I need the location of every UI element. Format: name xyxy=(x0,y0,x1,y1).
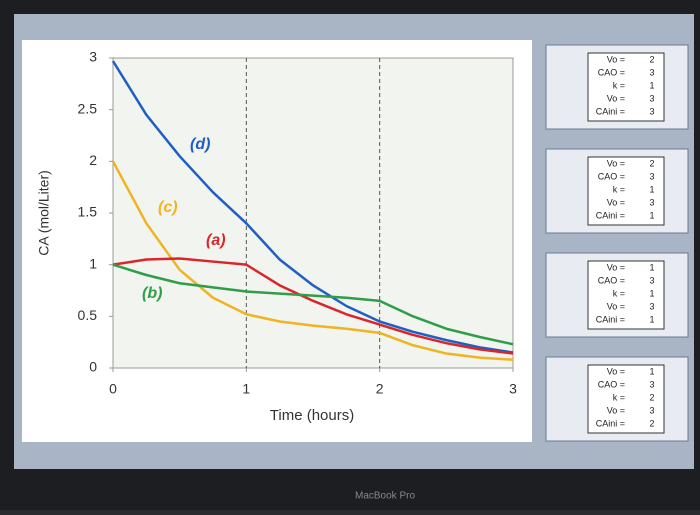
y-tick-label: 0 xyxy=(89,359,97,375)
param-value: 2 xyxy=(649,158,654,168)
param-label: Vo = xyxy=(607,366,625,376)
series-line xyxy=(111,160,514,361)
param-value: 2 xyxy=(649,392,654,402)
y-axis-label: CA (mol/Liter) xyxy=(36,170,52,256)
param-label: CAini = xyxy=(596,210,625,220)
param-value: 3 xyxy=(649,379,654,389)
param-value: 1 xyxy=(649,210,654,220)
x-tick-label: 0 xyxy=(109,381,117,397)
param-value: 3 xyxy=(649,197,654,207)
series-line xyxy=(112,263,514,346)
param-table xyxy=(587,52,665,122)
y-tick-label: 2.5 xyxy=(78,100,98,116)
device-label: MacBook Pro xyxy=(355,491,415,502)
param-value: 1 xyxy=(649,366,654,376)
y-tick-label: 1.5 xyxy=(78,204,98,220)
param-table xyxy=(587,260,665,330)
param-label: Vo = xyxy=(607,158,625,168)
series-annotation: (c) xyxy=(158,199,178,216)
y-tick-label: 0.5 xyxy=(78,307,98,323)
param-value: 1 xyxy=(649,80,654,90)
param-label: CAini = xyxy=(596,106,625,116)
param-label: Vo = xyxy=(607,405,625,415)
param-label: Vo = xyxy=(607,93,625,103)
param-label: k = xyxy=(613,392,625,402)
y-tick-label: 3 xyxy=(89,49,97,65)
x-axis-label: Time (hours) xyxy=(270,407,354,424)
x-tick-label: 2 xyxy=(376,381,384,397)
param-label: CAini = xyxy=(596,418,625,428)
param-value: 2 xyxy=(649,418,654,428)
plot-area xyxy=(112,57,514,369)
param-label: Vo = xyxy=(607,301,625,311)
param-label: CAO = xyxy=(598,275,625,285)
param-value: 3 xyxy=(649,67,654,77)
param-value: 1 xyxy=(649,314,654,324)
param-value: 2 xyxy=(649,54,654,64)
param-value: 3 xyxy=(649,93,654,103)
series-annotation: (a) xyxy=(206,232,226,249)
param-value: 1 xyxy=(649,184,654,194)
param-value: 3 xyxy=(649,405,654,415)
param-label: CAO = xyxy=(598,67,625,77)
series-line xyxy=(111,60,514,354)
param-label: CAini = xyxy=(596,314,625,324)
param-label: Vo = xyxy=(607,197,625,207)
param-value: 3 xyxy=(649,171,654,181)
y-tick-label: 2 xyxy=(89,152,97,168)
series-annotation: (d) xyxy=(190,136,210,153)
param-label: k = xyxy=(613,184,625,194)
param-label: Vo = xyxy=(607,54,625,64)
param-value: 3 xyxy=(649,275,654,285)
param-label: CAO = xyxy=(598,379,625,389)
param-value: 3 xyxy=(649,106,654,116)
param-label: k = xyxy=(613,288,625,298)
param-table xyxy=(587,364,665,434)
param-label: CAO = xyxy=(598,171,625,181)
param-table xyxy=(587,156,665,226)
series-annotation: (b) xyxy=(142,285,162,302)
x-tick-label: 3 xyxy=(509,381,517,397)
series-line xyxy=(112,257,514,355)
y-tick-label: 1 xyxy=(89,255,97,271)
x-tick-label: 1 xyxy=(242,381,250,397)
param-value: 1 xyxy=(649,262,654,272)
param-value: 3 xyxy=(649,301,654,311)
param-label: k = xyxy=(613,80,625,90)
param-label: Vo = xyxy=(607,262,625,272)
param-value: 1 xyxy=(649,288,654,298)
